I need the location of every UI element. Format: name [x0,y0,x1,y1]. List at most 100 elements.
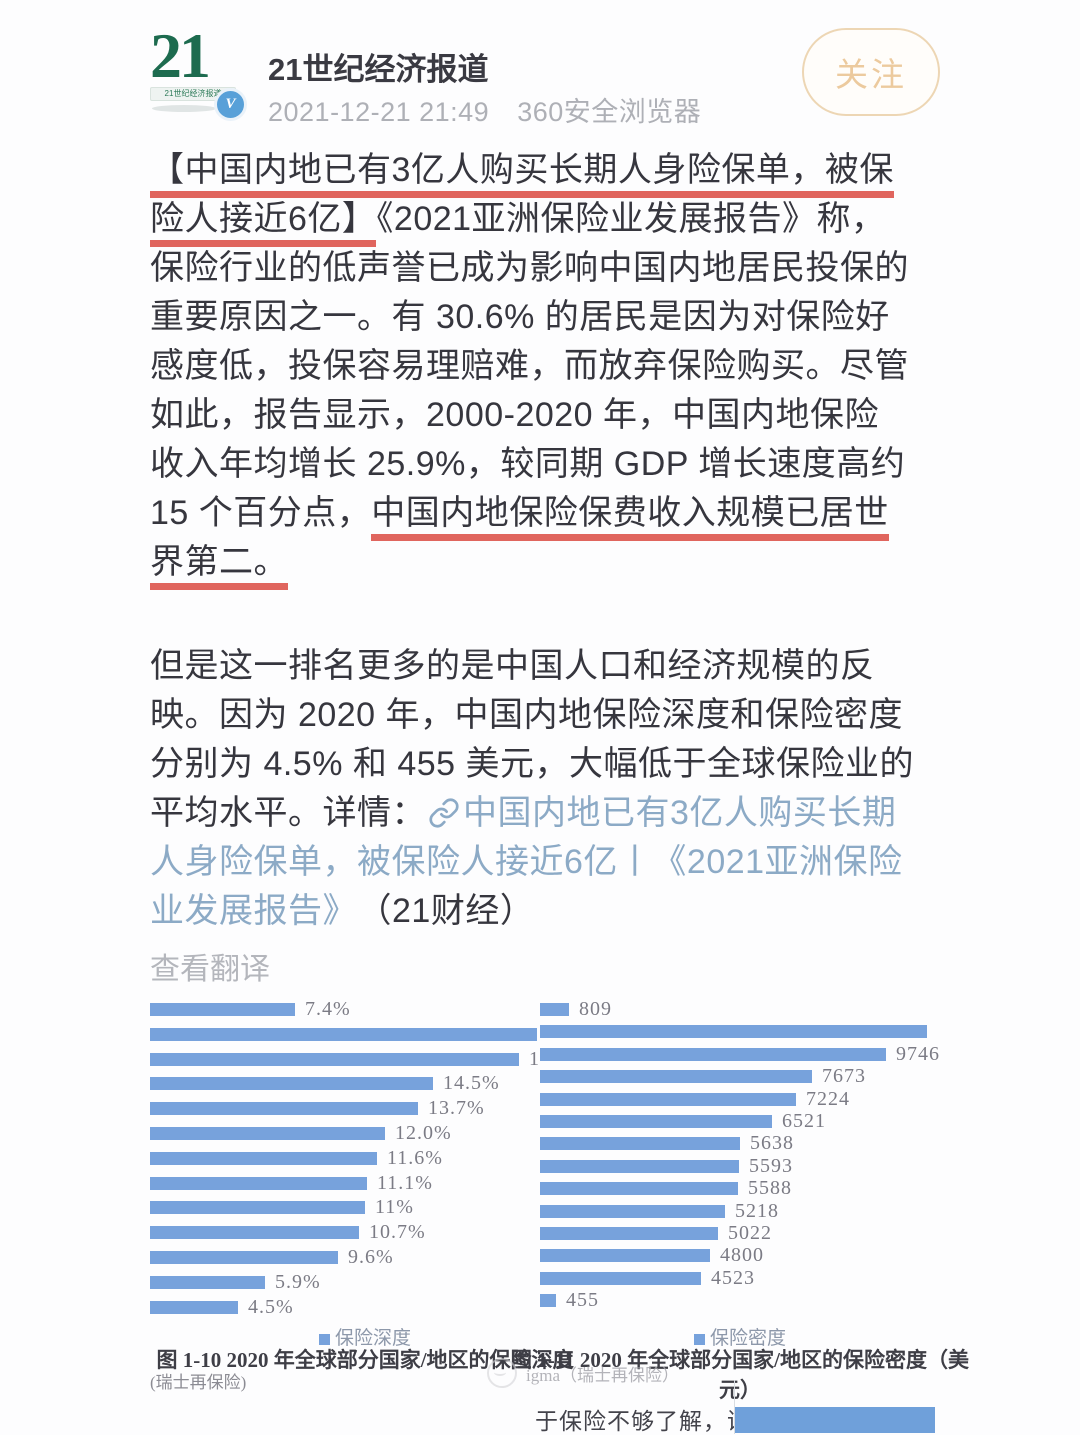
bar-value-label: 5218 [735,1199,779,1222]
bar-row: 5218 [540,1200,940,1222]
bar-row: 14.5% [150,1072,530,1094]
bar-row: 4523 [540,1267,940,1289]
paragraph: 【中国内地已有3亿人购买长期人身险保单，被保 险人接近6亿】《2021亚洲保险业发… [150,146,940,590]
source-app: 360安全浏览器 [517,97,702,127]
view-translation-link[interactable]: 查看翻译 [150,953,270,986]
logo-21: 21 [150,20,211,91]
text-segment: 如此，报告显示，2000-2020 年，中国内地保险 [150,396,880,434]
text-segment: 感度低，投保容易理赔难，而放弃保险购买。尽管 [150,347,909,385]
text-line: 15 个百分点，中国内地保险保费收入规模已居世 [150,489,940,541]
bar [540,1294,556,1308]
bar-row: 7224 [540,1088,940,1110]
article-link[interactable]: 人身险保单，被保险人接近6亿丨《2021亚洲保险 [150,843,903,881]
bar-row: 9746 [540,1043,940,1065]
text-line: 人身险保单，被保险人接近6亿丨《2021亚洲保险 [150,838,940,887]
chart-caption: 图 1-11 2020 年全球部分国家/地区的保险密度（美元） [511,1348,969,1402]
bar [150,1176,367,1190]
text-line: 收入年均增长 25.9%，较同期 GDP 增长速度高约 [150,440,940,489]
bar-value-label: 7673 [822,1065,866,1088]
bar-row: 7673 [540,1065,940,1087]
bar-value-label: 9.6% [348,1245,394,1268]
text-segment: 保险行业的低声誉已成为影响中国内地居民投保的 [150,249,909,287]
bar-row: 5593 [540,1155,940,1177]
logo-swoosh [152,105,216,112]
underlined-text: 界第二。 [150,543,288,590]
bar [540,1159,739,1173]
bar [540,1047,886,1061]
bar [540,1226,718,1240]
bar-row: 5638 [540,1132,940,1154]
bar [150,1151,377,1165]
watermark: igma（瑞士再保险） [487,1358,679,1388]
article-link[interactable]: 业发展报告》 [150,892,340,930]
text-line: 平均水平。详情： 中国内地已有3亿人购买长期 [150,789,940,838]
bar-value-label: 12.0% [395,1121,452,1144]
bar-row: 1 [150,1048,539,1070]
avatar[interactable]: 21 21世纪经济报道 V [150,20,250,121]
bar-value-label: 6521 [782,1109,826,1132]
post-meta: 2021-12-21 21:49 360安全浏览器 [268,90,701,129]
bar-row [150,1027,537,1041]
chart-legend: 保险密度 [540,1323,940,1350]
follow-button[interactable]: 关注 [802,28,940,116]
chart-bars: 7.4% 1 14.5% 13.7% 12.0% 11.6% 11.1% 11% 10.7% 9.… [150,998,539,1318]
bar-row: 5.9% [150,1271,530,1293]
legend-marker-icon [318,1334,330,1345]
bar-row: 809 [540,998,940,1020]
watermark-text: igma（瑞士再保险） [526,1365,679,1385]
bar-row [540,1025,940,1039]
bar [150,1003,295,1016]
text-segment: 收入年均增长 25.9%，较同期 GDP 增长速度高约 [150,445,906,483]
bar-value-label: 809 [579,998,612,1020]
bar-value-label: 9746 [896,1042,940,1065]
bar-row: 455 [540,1289,940,1311]
article-body: 【中国内地已有3亿人购买长期人身险保单，被保 险人接近6亿】《2021亚洲保险业发… [150,146,940,936]
bar [150,1201,365,1215]
bar [150,1250,338,1264]
bar [150,1275,265,1289]
bar-row: 9.6% [150,1246,530,1268]
bar-value-label: 4800 [720,1244,764,1267]
account-name[interactable]: 21世纪经济报道 [268,52,489,87]
text-line: 界第二。 [150,538,940,590]
text-segment: 平均水平。详情： [150,794,426,832]
bar [150,1027,537,1041]
text-line: 分别为 4.5% 和 455 美元，大幅低于全球保险业的 [150,740,940,789]
bar [540,1204,725,1218]
chart-insurance-depth: 7.4% 1 14.5% 13.7% 12.0% 11.6% 11.1% 11% 10.7% 9.… [150,998,574,1393]
bar [540,1070,812,1084]
chart-source-note: (瑞士再保险) [150,1373,247,1392]
verified-badge-icon: V [214,88,247,121]
chart-bars: 809 9746 7673 7224 6521 5638 5593 5588 5218 5022 4… [540,998,940,1311]
bar [150,1052,519,1066]
text-line: 业发展报告》 （21财经） [150,887,940,936]
bar-row: 11.6% [150,1147,530,1169]
bar [540,1271,701,1285]
bar [150,1102,418,1116]
paragraph: 但是这一排名更多的是中国人口和经济规模的反 映。因为 2020 年，中国内地保险深… [150,642,940,936]
bar-value-label: 7.4% [305,998,351,1020]
bottom-chart-axis [734,1380,735,1434]
bar [540,1182,738,1196]
bar [540,1025,927,1039]
text-line: 险人接近6亿】《2021亚洲保险业发展报告》称， [150,195,940,247]
chart-legend: 保险深度 [175,1323,555,1350]
bottom-chart-bar [735,1407,935,1433]
timestamp: 2021-12-21 21:49 [268,97,490,127]
text-segment: 《2021亚洲保险业发展报告》称， [376,200,886,238]
bar-value-label: 5.9% [275,1270,321,1293]
text-line: 但是这一排名更多的是中国人口和经济规模的反 [150,642,940,691]
bar [150,1226,359,1240]
bar-row: 4.5% [150,1296,530,1318]
bar-row: 13.7% [150,1097,530,1119]
bar-value-label: 14.5% [443,1072,500,1095]
article-link[interactable]: 中国内地已有3亿人购买长期 [463,794,897,832]
bar-value-label: 455 [566,1289,599,1312]
bar-value-label: 4523 [711,1266,755,1289]
bar [540,1249,710,1263]
bar-value-label: 13.7% [428,1097,485,1120]
bar-value-label: 5588 [748,1177,792,1200]
bar-row: 11% [150,1196,530,1218]
bar-value-label: 4.5% [248,1295,294,1318]
